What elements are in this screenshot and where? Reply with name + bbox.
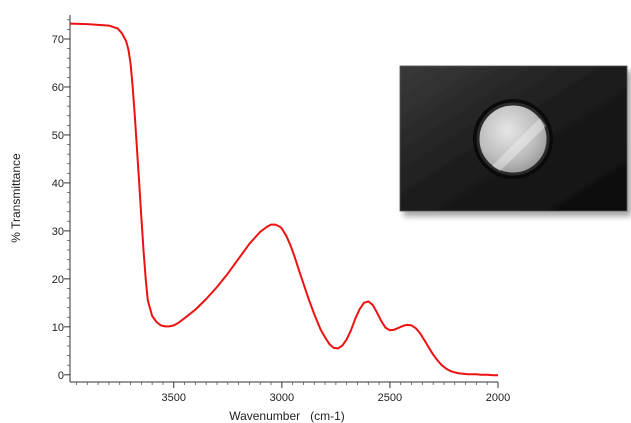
y-tick-label: 30 [52, 226, 64, 238]
x-axis-title: Wavenumber (cm-1) [229, 409, 345, 423]
y-axis-title: % Transmittance [9, 153, 23, 243]
y-axis: 0 10 20 30 40 50 60 70 [52, 15, 71, 382]
x-minor-ticks [76, 382, 488, 385]
y-tick-label: 10 [52, 322, 64, 334]
window-reflection [492, 118, 546, 171]
y-tick-label: 70 [52, 34, 64, 46]
y-tick-label: 50 [52, 130, 64, 142]
y-ticks: 0 10 20 30 40 50 60 70 [52, 34, 70, 382]
y-minor-ticks [67, 19, 70, 366]
holder-window [476, 102, 550, 176]
x-tick-label: 3000 [270, 392, 294, 404]
x-tick-label: 3500 [162, 392, 186, 404]
spectrum-line [69, 22, 498, 377]
x-axis: 3500 3000 2500 2000 [70, 381, 510, 404]
x-tick-label: 2500 [378, 392, 402, 404]
x-tick-label: 2000 [486, 392, 510, 404]
y-tick-label: 20 [52, 274, 64, 286]
x-ticks: 3500 3000 2500 2000 [162, 382, 510, 404]
y-tick-label: 60 [52, 82, 64, 94]
y-tick-label: 40 [52, 178, 64, 190]
sample-holder-photo [399, 65, 628, 212]
y-tick-label: 0 [58, 370, 64, 382]
